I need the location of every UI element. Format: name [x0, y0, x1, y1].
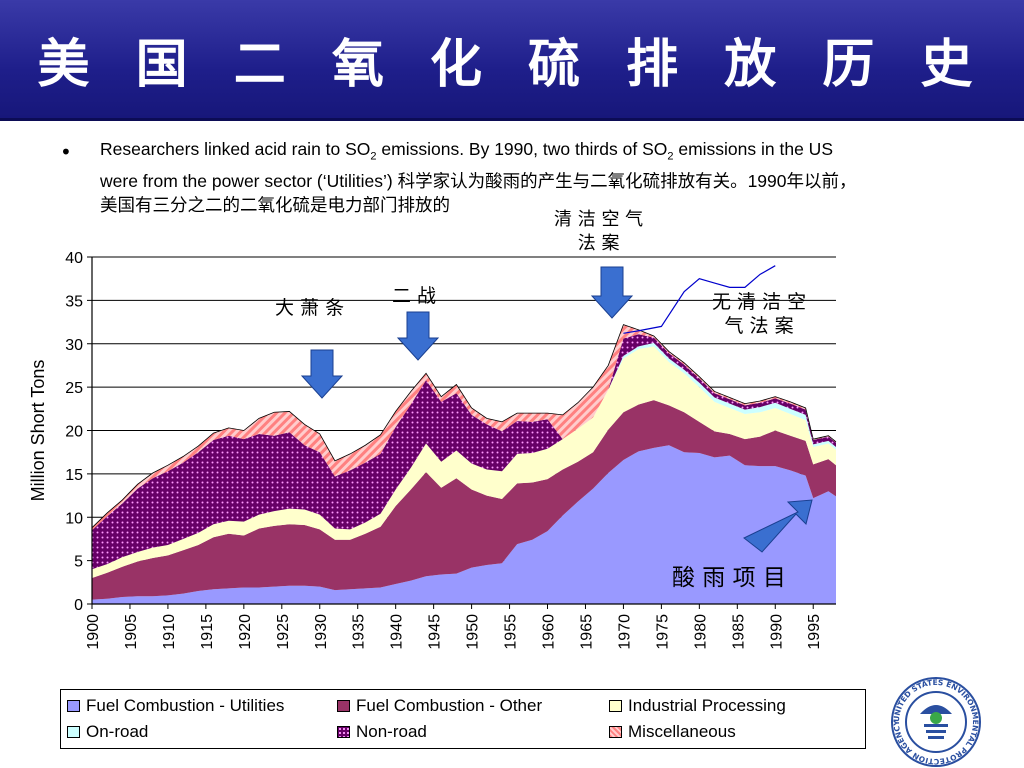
y-tick-label: 25: [65, 380, 83, 397]
legend-label: Miscellaneous: [628, 722, 736, 741]
subscript: 2: [667, 150, 674, 163]
bullet-text-part: Researchers linked acid rain to SO: [100, 139, 371, 159]
legend-label: Fuel Combustion - Other: [356, 696, 543, 715]
y-tick-label: 5: [74, 554, 83, 571]
bullet-symbol: •: [60, 140, 72, 164]
annotation-depression: 大 萧 条: [275, 297, 345, 319]
legend-label: Industrial Processing: [628, 696, 786, 715]
legend-label: Fuel Combustion - Utilities: [86, 696, 285, 715]
chart-legend: Fuel Combustion - Utilities Fuel Combusti…: [60, 689, 866, 749]
legend-swatch: [609, 726, 622, 738]
legend-swatch: [337, 726, 350, 738]
x-tick-label: 1995: [806, 614, 823, 650]
x-tick-label: 1940: [389, 614, 406, 650]
x-tick-label: 1975: [654, 614, 671, 650]
y-tick-label: 30: [65, 337, 83, 354]
annotation-no-clean-air-act: 无 清 洁 空 气 法 案: [712, 291, 807, 337]
bullet-text-part: emissions. By 1990, two thirds of SO: [376, 139, 668, 159]
arrow-depression-icon: [300, 349, 344, 399]
x-tick-label: 1925: [275, 614, 292, 650]
annotation-acid-rain-program: 酸 雨 项 目: [672, 565, 786, 591]
legend-label: Non-road: [356, 722, 427, 741]
legend-swatch: [67, 726, 80, 738]
x-tick-label: 1950: [465, 614, 482, 650]
y-tick-label: 35: [65, 293, 83, 310]
x-tick-label: 1905: [123, 614, 140, 650]
x-tick-label: 1915: [199, 614, 216, 650]
total-outline: [91, 324, 837, 528]
bullet-text: Researchers linked acid rain to SO2 emis…: [100, 137, 860, 217]
epa-seal-logo: UNITED STATES ENVIRONMENTAL PROTECTION A…: [891, 677, 981, 767]
x-tick-label: 1945: [427, 614, 444, 650]
x-tick-label: 1965: [578, 614, 595, 650]
x-tick-label: 1930: [313, 614, 330, 650]
y-tick-label: 40: [65, 250, 83, 267]
arrow-acid-rain-icon: [743, 499, 813, 553]
y-tick-label: 15: [65, 467, 83, 484]
x-tick-label: 1955: [503, 614, 520, 650]
y-tick-label: 0: [74, 597, 83, 614]
annotation-clean-air-act: 清 洁 空 气 法 案: [554, 209, 644, 254]
area-industrial-processing: [92, 346, 836, 578]
legend-swatch: [337, 700, 350, 712]
y-tick-label: 10: [65, 510, 83, 527]
legend-swatch: [609, 700, 622, 712]
projection-line: [623, 265, 776, 334]
slide-title: 美 国 二 氧 化 硫 排 放 历 史: [37, 34, 987, 95]
area-fuel-combustion-other: [92, 400, 836, 600]
y-axis-label: Million Short Tons: [28, 360, 48, 502]
arrow-ww2-icon: [396, 311, 440, 361]
x-tick-label: 1990: [768, 614, 785, 650]
area-fuel-combustion-utilities: [92, 445, 836, 604]
x-tick-label: 1900: [85, 614, 102, 650]
x-tick-label: 1985: [730, 614, 747, 650]
arrow-clean-air-act-icon: [590, 266, 634, 319]
legend-swatch: [67, 700, 80, 712]
x-tick-label: 1960: [541, 614, 558, 650]
x-tick-label: 1935: [351, 614, 368, 650]
legend-label: On-road: [86, 722, 149, 741]
title-bar: 美 国 二 氧 化 硫 排 放 历 史: [0, 0, 1024, 121]
x-tick-label: 1920: [237, 614, 254, 650]
subscript: 2: [370, 150, 377, 163]
bullet-text-part: emissions in the US were from the power …: [100, 139, 857, 215]
x-tick-label: 1970: [616, 614, 633, 650]
x-tick-label: 1980: [692, 614, 709, 650]
area-non-road: [92, 334, 836, 570]
annotation-ww2: 二 战: [392, 285, 437, 307]
y-tick-label: 20: [65, 424, 83, 441]
x-tick-label: 1910: [161, 614, 178, 650]
